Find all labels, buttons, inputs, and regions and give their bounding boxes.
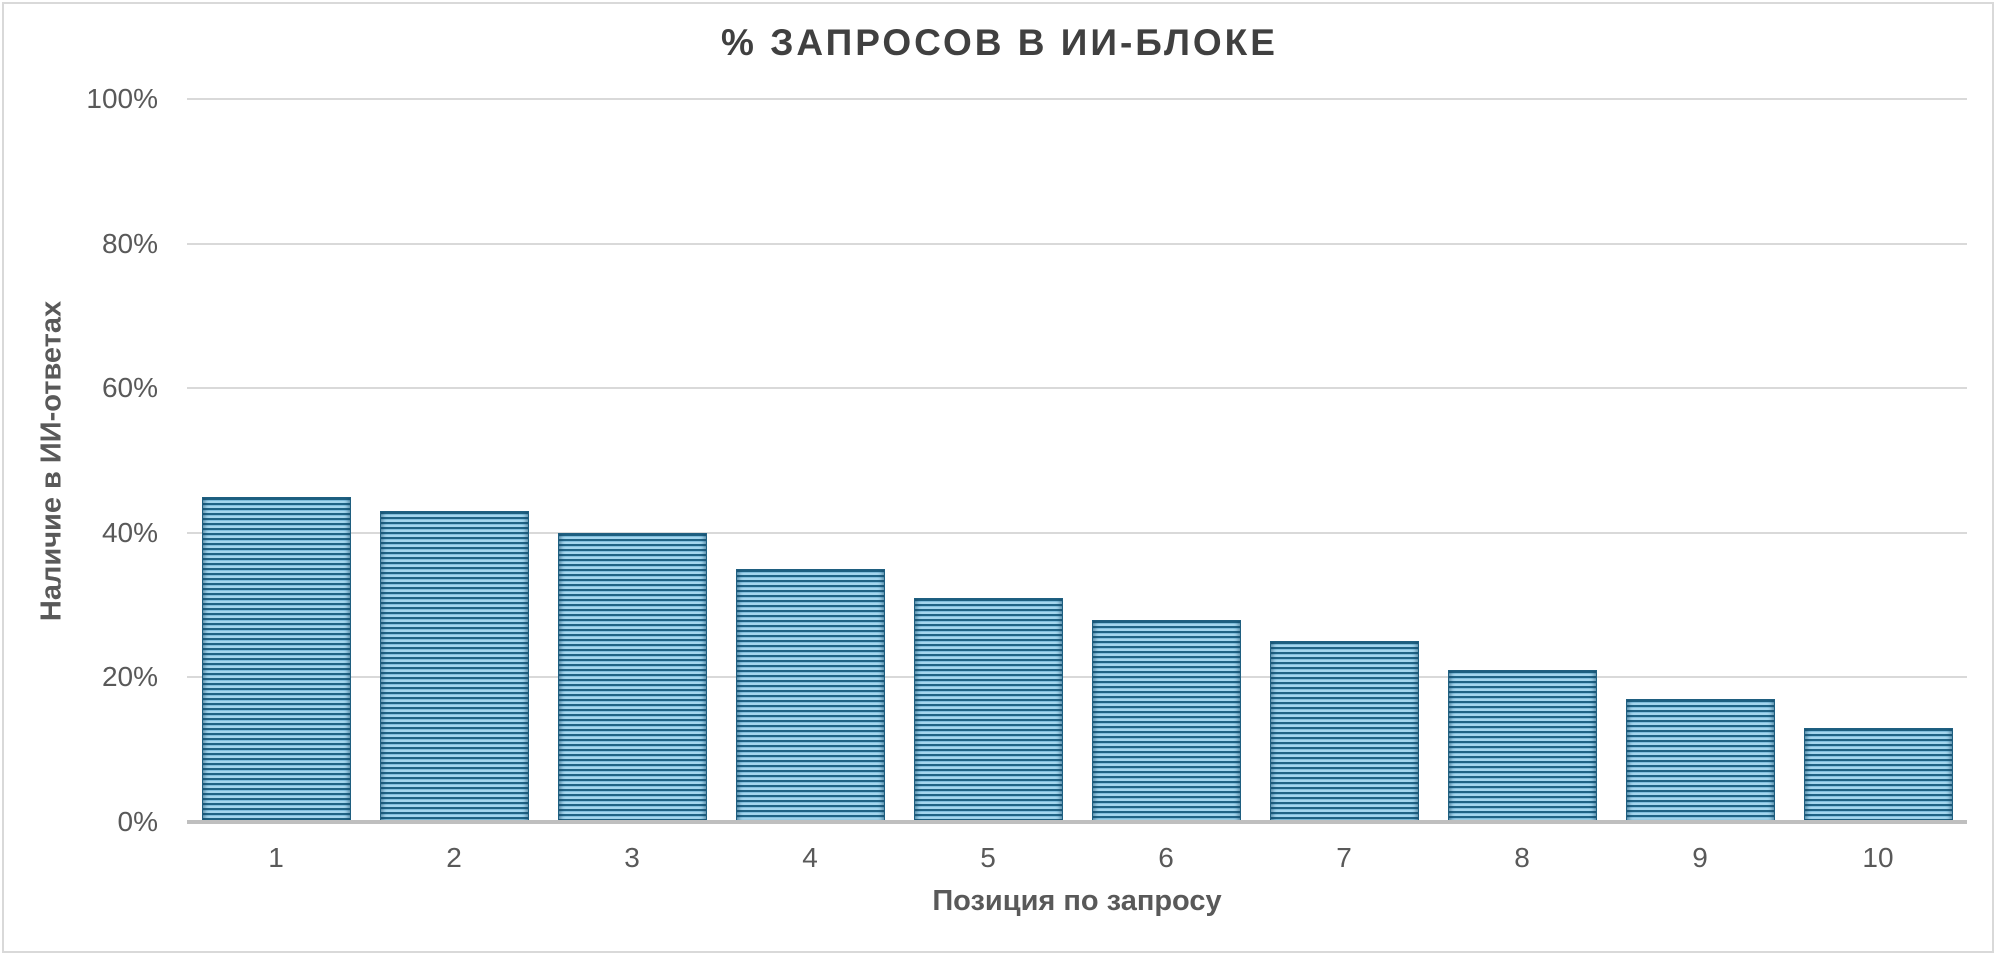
gridline: [187, 676, 1967, 679]
y-tick-label: 100%: [86, 83, 158, 114]
bar-3: [558, 532, 707, 822]
bar-7: [1270, 641, 1419, 822]
y-tick-label: 40%: [101, 516, 158, 548]
x-tick-label: 6: [1158, 842, 1174, 873]
x-axis-title: Позиция по запросу: [932, 885, 1222, 917]
x-tick-label: 2: [446, 842, 462, 873]
bar-6: [1092, 619, 1241, 822]
x-tick-label: 1: [268, 842, 284, 873]
y-tick-label: 60%: [101, 372, 158, 404]
y-tick-label: 80%: [101, 227, 158, 259]
x-axis-line: [187, 820, 1967, 824]
gridline: [187, 98, 1967, 100]
x-tick-label: 4: [802, 842, 818, 873]
plot-area: [187, 98, 1967, 822]
bar-10: [1804, 728, 1953, 822]
bar-1: [202, 496, 351, 822]
bar-5: [914, 597, 1063, 822]
x-tick-label: 5: [980, 842, 996, 873]
x-tick-label: 3: [624, 842, 640, 873]
bar-4: [736, 568, 885, 822]
y-axis-title: Наличие в ИИ-ответах: [35, 300, 68, 622]
bar-9: [1626, 699, 1775, 822]
gridline: [187, 531, 1967, 534]
bar-2: [380, 511, 529, 822]
x-tick-label: 9: [1692, 842, 1708, 873]
y-tick-label: 20%: [101, 661, 158, 693]
chart-title: % ЗАПРОСОВ В ИИ-БЛОКЕ: [721, 22, 1278, 63]
x-tick-label: 8: [1514, 842, 1530, 873]
bar-8: [1448, 670, 1597, 822]
gridline: [187, 242, 1967, 245]
y-tick-label: 0%: [117, 806, 158, 837]
x-tick-label: 7: [1336, 842, 1352, 873]
x-tick-label: 10: [1862, 842, 1894, 873]
gridline: [187, 387, 1967, 390]
